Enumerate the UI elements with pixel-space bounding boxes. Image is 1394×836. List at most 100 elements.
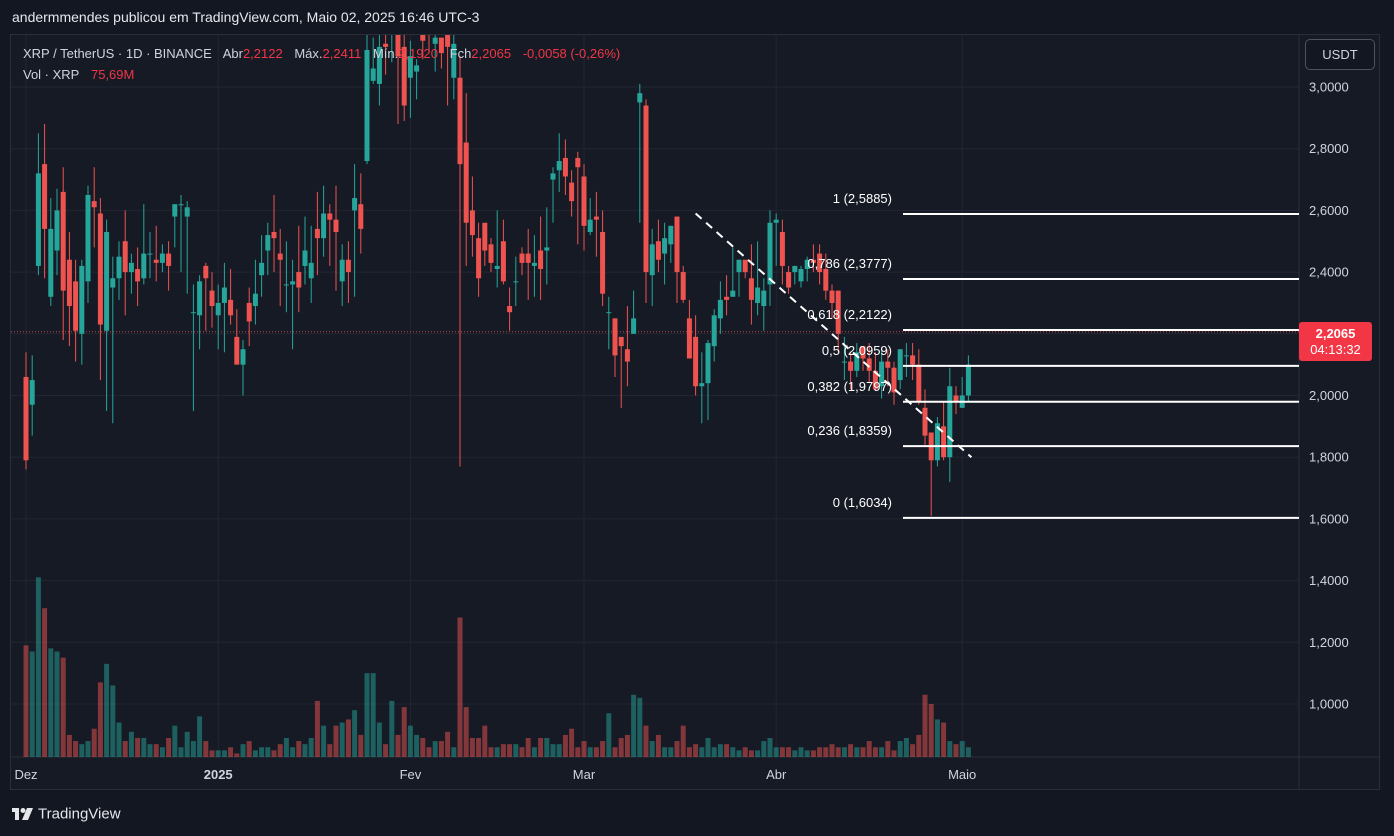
candle-body <box>407 56 413 78</box>
symbol-label[interactable]: XRP / TetherUS · 1D · BINANCE <box>23 46 212 61</box>
volume-bar <box>668 747 674 757</box>
candle-body <box>128 262 134 273</box>
candle-body <box>116 256 122 279</box>
candle-body <box>48 228 54 297</box>
candle-body <box>569 182 575 202</box>
volume-bar <box>606 713 612 757</box>
volume-bar <box>848 744 854 757</box>
volume-value: 75,69M <box>90 67 135 82</box>
candle-body <box>35 173 41 266</box>
candle-body <box>767 222 773 285</box>
candle-body <box>203 265 209 279</box>
volume-bar <box>724 744 730 757</box>
volume-bar <box>60 657 66 757</box>
volume-bar <box>829 744 835 757</box>
candle-body <box>339 259 345 282</box>
candle-body <box>122 241 128 273</box>
candle-body <box>810 259 816 263</box>
volume-bar <box>221 750 227 757</box>
candle-body <box>637 93 643 103</box>
volume-bar <box>649 741 655 757</box>
candle-body <box>389 28 394 34</box>
volume-bar <box>773 747 779 757</box>
candle-body <box>60 191 66 291</box>
symbol-legend: XRP / TetherUS · 1D · BINANCE Abr2,2122 … <box>23 46 620 61</box>
volume-bar <box>531 747 537 757</box>
candle-body <box>916 364 922 402</box>
candle-body <box>606 312 612 314</box>
candle-body <box>159 253 165 263</box>
publisher-text: andermmendes publicou em TradingView.com… <box>12 9 480 25</box>
y-axis-tick: 1,0000 <box>1309 697 1349 712</box>
candle-body <box>265 235 271 251</box>
volume-bar <box>507 744 513 757</box>
volume-bar <box>203 741 209 757</box>
volume-bar <box>494 747 500 757</box>
volume-bar <box>23 645 29 757</box>
candle-body <box>271 231 277 239</box>
candle-body <box>277 253 283 260</box>
volume-bar <box>91 728 97 757</box>
candle-body <box>79 265 85 334</box>
trend-line <box>694 212 973 458</box>
fib-level-label: 0,382 (1,9797) <box>807 379 892 394</box>
volume-bar <box>383 744 389 757</box>
candle-body <box>54 210 60 251</box>
volume-bar <box>569 728 575 757</box>
candle-body <box>891 367 897 393</box>
candle-body <box>246 302 252 322</box>
candle-body <box>662 238 668 254</box>
candle-body <box>97 213 103 325</box>
volume-bar <box>283 737 289 757</box>
candle-body <box>674 216 680 273</box>
volume-label[interactable]: Vol · XRP <box>23 67 80 82</box>
volume-bar <box>711 747 717 757</box>
candle-body <box>333 219 339 232</box>
candle-body <box>364 49 370 162</box>
candle-body <box>451 43 457 78</box>
candle-body <box>283 284 289 286</box>
volume-bar <box>556 744 562 757</box>
volume-bar <box>717 744 723 757</box>
candle-body <box>556 161 562 171</box>
candle-body <box>804 259 810 270</box>
volume-bar <box>662 747 668 757</box>
volume-bar <box>246 741 252 757</box>
candle-body <box>463 142 469 223</box>
volume-bar <box>593 747 599 757</box>
volume-bar <box>755 750 761 757</box>
volume-bar <box>240 744 246 757</box>
tradingview-brand: TradingView <box>38 805 121 823</box>
volume-bar <box>135 737 141 757</box>
candle-body <box>643 105 649 273</box>
volume-bar <box>302 744 308 757</box>
open-label: Abr <box>222 46 243 61</box>
volume-bar <box>581 741 587 757</box>
chart-panel[interactable] <box>10 34 1380 790</box>
candle-body <box>507 306 513 313</box>
candle-body <box>197 281 203 316</box>
candle-body <box>110 278 116 288</box>
volume-bar <box>358 734 364 757</box>
candle-body <box>699 383 705 387</box>
plot-area: 1 (2,5885) 0,786 (2,3777) 0,618 (2,2122) 0,… <box>11 28 1299 757</box>
currency-button[interactable]: USDT <box>1305 39 1375 70</box>
volume-bar <box>910 744 916 757</box>
candle-body <box>308 262 314 279</box>
open-value: 2,2122 <box>242 46 283 61</box>
candle-body <box>401 46 407 106</box>
candle-body <box>209 290 215 307</box>
y-axis-tick: 2,4000 <box>1309 265 1349 280</box>
tradingview-footer[interactable]: TradingView <box>12 805 121 823</box>
close-label: Fch <box>449 46 472 61</box>
candle-body <box>427 31 432 34</box>
volume-bar <box>544 737 550 757</box>
last-price-value: 2,2065 <box>1315 326 1356 341</box>
volume-bar <box>277 744 283 757</box>
candle-body <box>172 204 178 217</box>
volume-bar <box>265 747 271 757</box>
candle-body <box>166 253 172 266</box>
volume-bar <box>438 741 444 757</box>
candle-body <box>66 259 72 307</box>
